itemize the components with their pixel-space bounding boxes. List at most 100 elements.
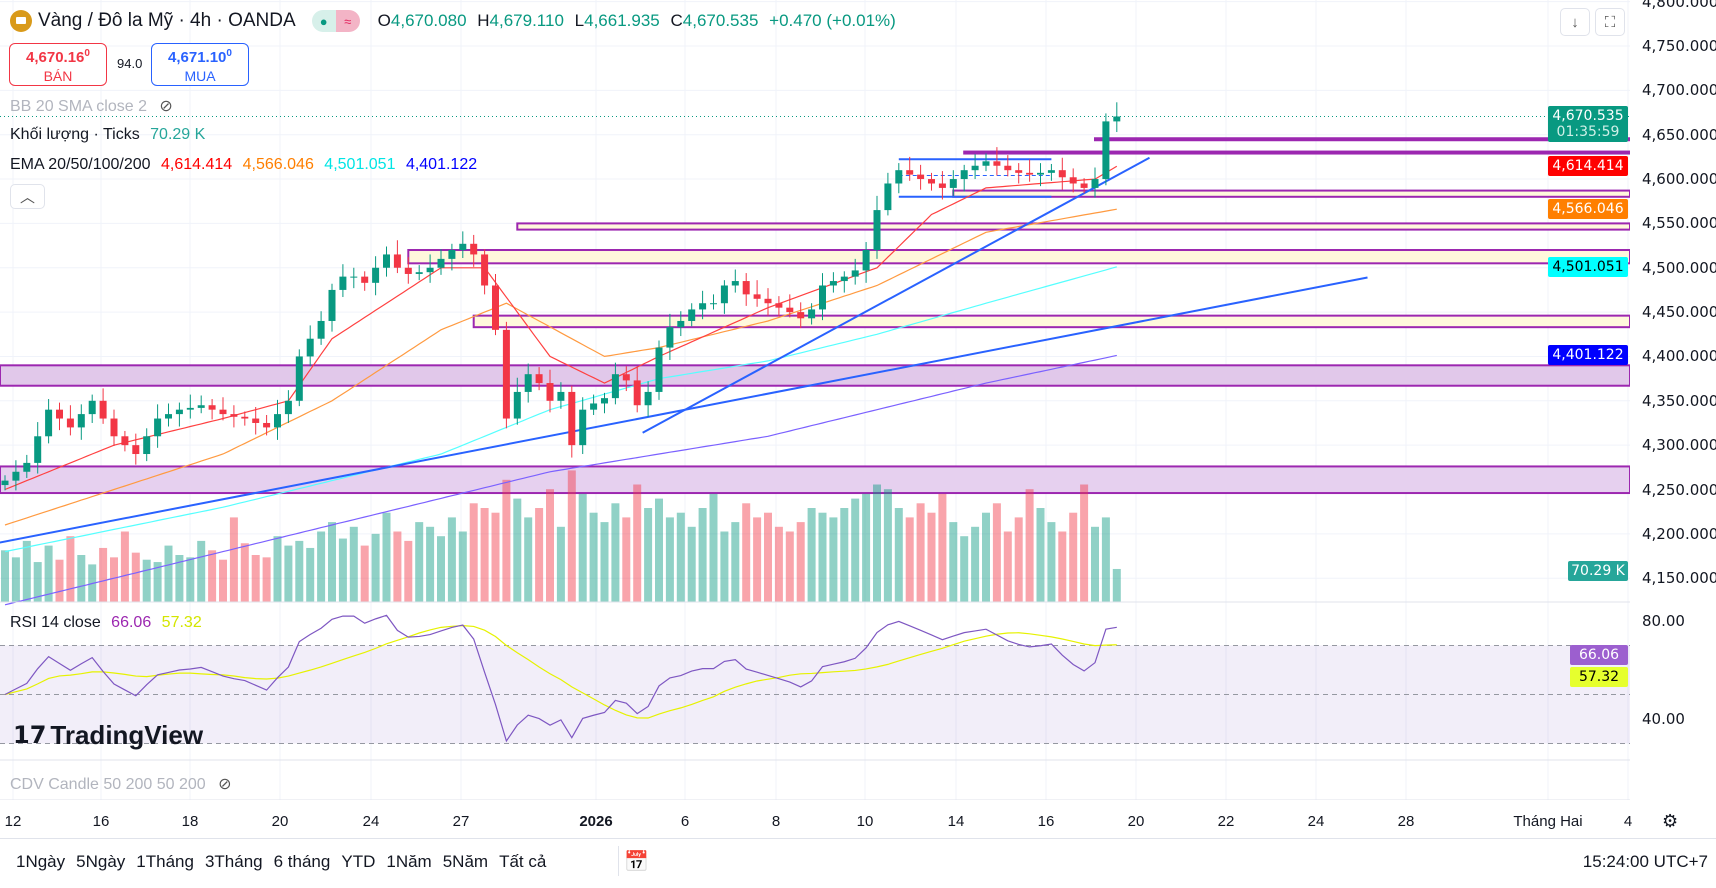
- download-button[interactable]: ↓: [1560, 8, 1590, 36]
- candle-body: [208, 405, 216, 410]
- price-axis-label: 4,650.000: [1642, 125, 1716, 144]
- volume-bar: [219, 559, 227, 602]
- eye-hidden-icon[interactable]: ⊘: [218, 776, 232, 793]
- candle-body: [426, 267, 434, 273]
- candle-body: [775, 303, 783, 308]
- candle-body: [731, 281, 739, 286]
- candle-body: [611, 374, 619, 399]
- candle-body: [819, 285, 826, 310]
- volume-bar: [665, 517, 674, 602]
- volume-bar: [1003, 531, 1012, 602]
- volume-bar: [382, 512, 391, 602]
- range-button[interactable]: 5Ngày: [76, 852, 126, 871]
- candle-body: [23, 462, 31, 472]
- range-button[interactable]: 3Tháng: [204, 852, 263, 871]
- volume-bar: [175, 555, 184, 602]
- range-button[interactable]: 1Ngày: [16, 852, 66, 871]
- candle-body: [459, 243, 467, 251]
- ema-indicator-legend[interactable]: EMA 20/50/100/200 4,614.414 4,566.046 4,…: [10, 156, 478, 173]
- candle-body: [590, 403, 598, 410]
- time-axis-label: 14: [947, 813, 965, 830]
- collapse-legend-button[interactable]: ︿: [10, 184, 45, 209]
- volume-bar: [491, 512, 500, 602]
- rsi-axis-label: 40.00: [1642, 710, 1685, 728]
- horizontal-zone-drawing: [0, 465, 1630, 495]
- divider: [618, 846, 619, 876]
- candle-body: [949, 179, 957, 188]
- volume-bar: [197, 540, 206, 602]
- volume-bar: [676, 512, 685, 602]
- volume-bar: [633, 484, 642, 602]
- range-button[interactable]: 6 tháng: [273, 852, 331, 871]
- candle-body: [535, 374, 543, 384]
- candle-body: [1069, 177, 1077, 184]
- volume-bar: [622, 517, 631, 602]
- status-pill[interactable]: ● ≈: [311, 10, 360, 32]
- time-axis-label: 10: [856, 813, 874, 830]
- candle-body: [546, 383, 554, 401]
- candle-body: [295, 356, 303, 401]
- price-chart[interactable]: [0, 0, 1630, 800]
- volume-bar: [894, 508, 903, 602]
- rsi-indicator-legend[interactable]: RSI 14 close 66.06 57.32: [10, 614, 202, 631]
- candle-body: [742, 281, 750, 295]
- volume-bar: [120, 531, 129, 602]
- clock[interactable]: 15:24:00 UTC+7: [1582, 852, 1708, 871]
- time-axis-label: 22: [1217, 813, 1235, 830]
- candle-body: [1058, 170, 1066, 178]
- volume-bar: [698, 508, 707, 602]
- volume-bar: [1047, 522, 1056, 602]
- range-button[interactable]: 5Năm: [442, 852, 489, 871]
- ema200-price-tag: 4,401.122: [1548, 345, 1628, 366]
- volume-bar: [447, 517, 456, 602]
- candle-body: [154, 418, 162, 437]
- sell-button[interactable]: 4,670.160 BÁN: [9, 43, 107, 86]
- candle-body: [175, 409, 183, 415]
- range-button[interactable]: Tất cả: [499, 852, 547, 871]
- volume-bar: [415, 522, 424, 602]
- candle-body: [328, 289, 336, 321]
- candle-body: [513, 391, 521, 419]
- horizontal-zone-drawing: [407, 249, 1630, 265]
- candle-body: [906, 170, 914, 175]
- candle-body: [263, 422, 271, 428]
- candle-body: [982, 161, 990, 166]
- time-axis-label: 6: [680, 813, 690, 830]
- range-button[interactable]: 1Tháng: [136, 852, 194, 871]
- range-button[interactable]: 1Năm: [386, 852, 432, 871]
- volume-bar: [971, 526, 980, 602]
- candle-body: [1037, 172, 1044, 175]
- ohlc-values: O4,670.080 H4,679.110 L4,661.935 C4,670.…: [377, 11, 896, 30]
- eye-hidden-icon[interactable]: ⊘: [159, 98, 173, 115]
- volume-bar: [55, 559, 64, 602]
- time-axis-label: 18: [181, 813, 199, 830]
- volume-bar: [949, 522, 958, 602]
- candle-body: [45, 409, 53, 437]
- buy-button[interactable]: 4,671.100 MUA: [151, 43, 249, 86]
- volume-bar: [273, 536, 282, 602]
- candle-body: [829, 281, 837, 286]
- price-axis-label: 4,250.000: [1642, 480, 1716, 499]
- volume-indicator-legend[interactable]: Khối lượng · Ticks 70.29 K: [10, 126, 206, 143]
- price-axis-label: 4,200.000: [1642, 524, 1716, 543]
- horizontal-zone-drawing: [0, 364, 1630, 387]
- cdv-indicator-legend[interactable]: CDV Candle 50 200 50 200 ⊘: [10, 776, 232, 793]
- range-button[interactable]: YTD: [341, 852, 376, 871]
- candle-body: [960, 170, 968, 180]
- candle-body: [622, 374, 630, 381]
- candle-body: [219, 409, 227, 415]
- volume-bar: [284, 545, 293, 602]
- volume-bar: [535, 508, 544, 602]
- fullscreen-button[interactable]: ⛶: [1595, 8, 1625, 36]
- volume-bar: [556, 526, 565, 602]
- horizontal-zone-drawing: [952, 189, 1630, 198]
- bb-indicator-legend[interactable]: BB 20 SMA close 2 ⊘: [10, 98, 173, 115]
- volume-bar: [1112, 568, 1121, 602]
- symbol-title[interactable]: Vàng / Đô la Mỹ · 4h · OANDA: [38, 10, 296, 31]
- candle-body: [808, 309, 816, 319]
- chart-settings-icon[interactable]: ⚙: [1662, 811, 1679, 831]
- go-to-date-calendar-icon[interactable]: 📅: [624, 851, 649, 873]
- volume-bar: [306, 547, 315, 602]
- fullscreen-icon: ⛶: [1604, 13, 1616, 31]
- volume-bar: [262, 557, 271, 602]
